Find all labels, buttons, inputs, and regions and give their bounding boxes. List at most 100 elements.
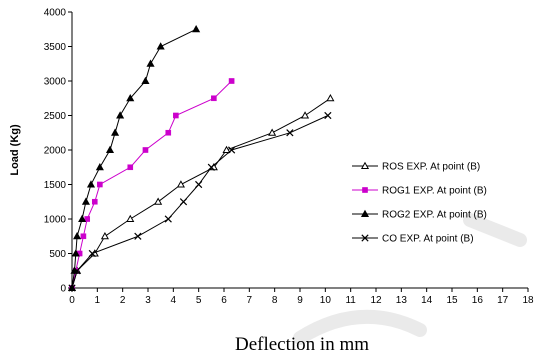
data-point: [84, 216, 91, 222]
data-point-stroke: [361, 234, 369, 242]
data-point-stroke: [286, 129, 294, 137]
legend: ROS EXP. At point (B) ROG1 EXP. At point …: [352, 162, 487, 245]
x-tick-label: 10: [320, 295, 332, 306]
x-tick-label: 17: [497, 295, 509, 306]
y-tick-label: 3500: [44, 42, 67, 53]
data-point-stroke: [73, 267, 81, 275]
data-point-stroke: [134, 232, 142, 240]
data-point: [91, 198, 98, 205]
data-point: [78, 214, 87, 223]
y-tick-labels: 0 500 1000 1500 2000 2500 3000 3500 4000: [44, 8, 67, 295]
data-point: [165, 129, 172, 136]
legend-item: ROG1 EXP. At point (B): [352, 186, 487, 197]
series-3: [67, 25, 201, 292]
legend-label: ROG1 EXP. At point (B): [382, 186, 487, 197]
data-point: [146, 59, 155, 67]
data-point: [179, 198, 188, 206]
y-axis-label: Load (Kg): [9, 124, 21, 176]
data-point: [211, 95, 217, 102]
data-point: [222, 145, 231, 154]
data-point: [100, 232, 109, 240]
data-point: [126, 94, 135, 102]
y-tick-label: 2500: [44, 111, 67, 122]
y-tick-label: 2000: [44, 146, 67, 157]
y-tick-label: 1000: [44, 215, 67, 226]
y-tick-label: 1500: [44, 180, 67, 191]
data-point: [362, 187, 368, 193]
data-point: [127, 164, 134, 171]
series-4: [68, 111, 332, 292]
legend-label: ROG2 EXP. At point (B): [382, 210, 487, 221]
data-point: [95, 163, 104, 171]
x-tick-label: 2: [120, 295, 126, 306]
data-point: [154, 197, 163, 205]
x-tick-label: 15: [446, 295, 458, 306]
x-tick-label: 14: [421, 295, 433, 306]
data-point: [142, 147, 149, 153]
data-point: [141, 76, 150, 85]
x-tick-label: 0: [69, 295, 75, 306]
data-point-stroke: [227, 146, 236, 154]
x-tick-label: 4: [171, 295, 177, 306]
y-tick-label: 500: [49, 249, 66, 260]
data-point: [192, 25, 201, 33]
data-point-stroke: [195, 180, 203, 189]
data-point: [361, 234, 369, 242]
data-point: [228, 78, 235, 84]
data-point: [80, 233, 87, 240]
data-point: [73, 267, 81, 275]
series-line: [71, 28, 197, 289]
data-point: [71, 249, 80, 257]
data-point: [88, 249, 96, 258]
data-point: [97, 181, 103, 188]
data-point: [360, 209, 370, 218]
axes: [68, 11, 529, 292]
series-2: [69, 78, 235, 291]
x-tick-label: 8: [272, 295, 278, 306]
data-point: [301, 111, 310, 119]
data-point-stroke: [68, 284, 76, 292]
data-point: [126, 214, 135, 223]
data-point: [195, 180, 203, 189]
data-point: [176, 180, 185, 188]
data-point: [360, 161, 370, 170]
legend-item: ROS EXP. At point (B): [352, 162, 480, 173]
data-point: [68, 284, 76, 292]
x-tick-label: 7: [247, 295, 253, 306]
data-point-stroke: [164, 215, 172, 223]
x-axis-label: Deflection in mm: [235, 334, 369, 355]
data-point: [81, 197, 90, 205]
data-point-stroke: [324, 111, 332, 120]
series-line: [71, 80, 232, 289]
x-tick-label: 1: [95, 295, 101, 306]
series-1: [67, 94, 335, 292]
data-point-stroke: [207, 163, 215, 171]
series-line: [71, 115, 329, 289]
x-tick-labels: 0 1 2 3 4 5 6 7 8 9 10 11 12 13 14 15 16 17 18: [69, 295, 534, 306]
x-tick-label: 6: [221, 295, 227, 306]
data-point: [286, 129, 294, 137]
data-point: [156, 42, 165, 50]
x-tick-label: 13: [396, 295, 408, 306]
legend-label: ROS EXP. At point (B): [382, 162, 480, 173]
legend-item: CO EXP. At point (B): [352, 234, 474, 245]
data-point: [116, 111, 125, 119]
x-tick-label: 9: [297, 295, 303, 306]
x-tick-label: 5: [196, 295, 202, 306]
series-layer: [67, 25, 335, 292]
data-point: [86, 180, 96, 188]
x-tick-label: 3: [145, 295, 151, 306]
legend-item: ROG2 EXP. At point (B): [352, 210, 487, 221]
data-point: [73, 232, 82, 240]
x-tick-label: 11: [345, 295, 356, 306]
x-tick-label: 12: [370, 295, 382, 306]
y-tick-label: 0: [60, 284, 66, 295]
data-point: [227, 146, 236, 154]
data-point-stroke: [88, 249, 96, 258]
data-point: [134, 232, 142, 240]
data-point: [105, 145, 115, 154]
data-point: [268, 128, 277, 136]
data-point: [111, 128, 120, 136]
x-tick-label: 16: [472, 295, 484, 306]
x-tick-label: 18: [522, 295, 534, 306]
